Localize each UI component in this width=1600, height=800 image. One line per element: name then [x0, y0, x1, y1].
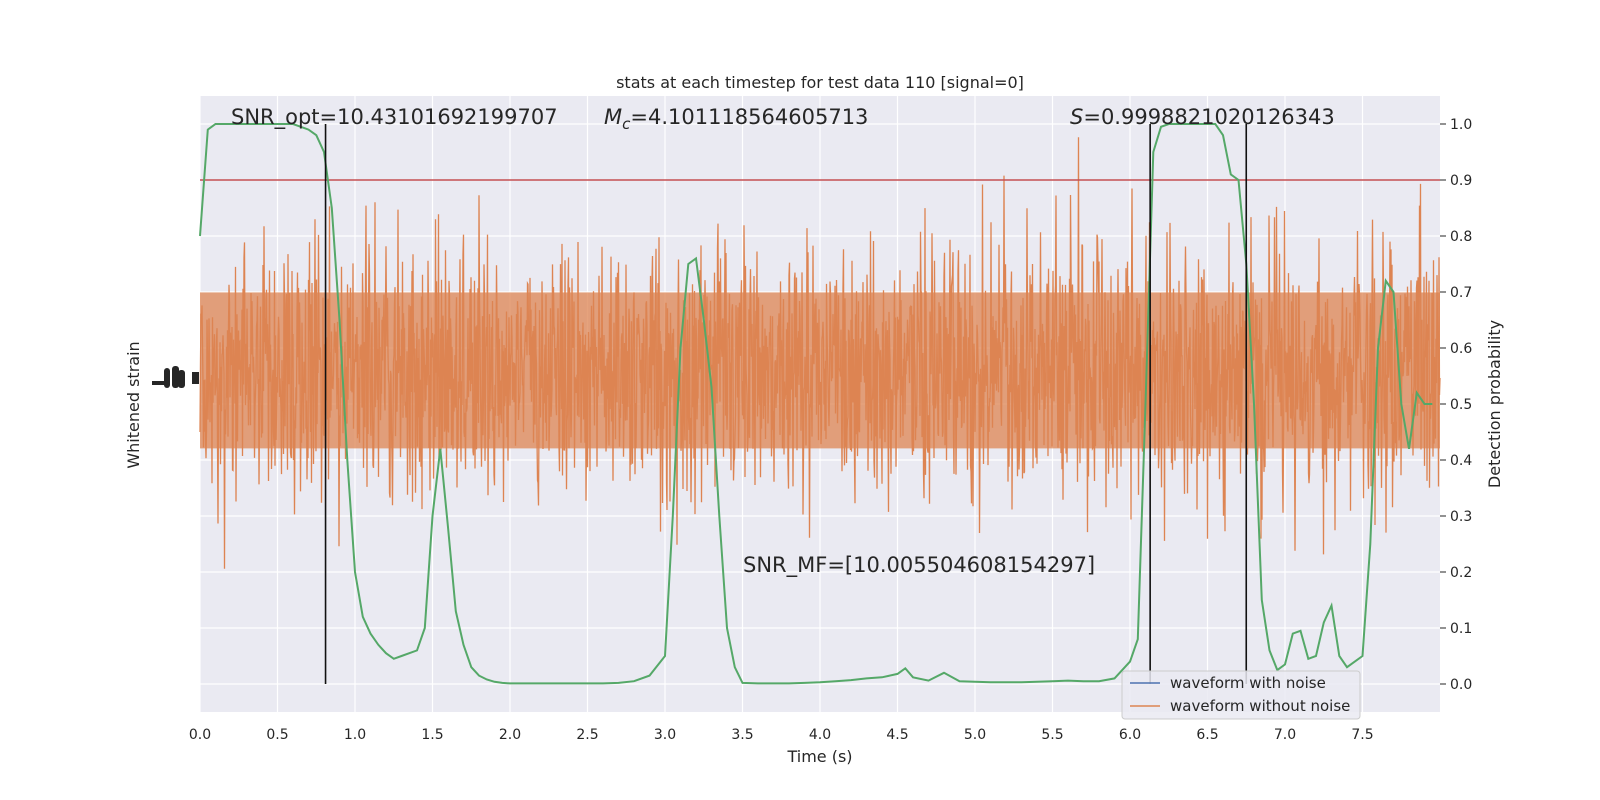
- annotation-chirp-mass: Mc=4.101118564605713: [604, 105, 868, 133]
- y-right-tick-label-9: 0.9: [1450, 173, 1472, 189]
- y-right-tick-label-5: 0.5: [1450, 397, 1472, 413]
- x-tick-label-8: 4.0: [809, 727, 831, 743]
- annotation-mc-subscript: c: [622, 115, 631, 133]
- x-tick-label-6: 3.0: [654, 727, 676, 743]
- legend: waveform with noise waveform without noi…: [1121, 670, 1361, 720]
- detection-probability-line: [199, 123, 1433, 685]
- y-right-tick-label-7: 0.7: [1450, 285, 1472, 301]
- x-tick-label-14: 7.0: [1274, 727, 1296, 743]
- detection-probability-series: [199, 123, 1433, 685]
- y-right-tick-label-1: 0.1: [1450, 621, 1472, 637]
- y-right-tick-labels: 0.0 0.1 0.2 0.3 0.4 0.5 0.6 0.7 0.8 0.9 1.0: [1440, 117, 1472, 693]
- x-tick-label-5: 2.5: [576, 727, 598, 743]
- left-axis-residue: [152, 366, 199, 388]
- left-tick-residue-3: [172, 366, 179, 388]
- y-axis-label-right: Detection probability: [1485, 320, 1504, 488]
- y-axis-label-left: Whitened strain: [124, 341, 143, 468]
- left-tick-residue-4: [178, 370, 185, 388]
- vertical-markers: [324, 124, 1248, 684]
- x-tick-label-7: 3.5: [731, 727, 753, 743]
- x-tick-label-11: 5.5: [1041, 727, 1063, 743]
- strain-line-without-noise: [199, 137, 1441, 569]
- annotation-mc-value: =4.101118564605713: [630, 105, 868, 129]
- legend-frame: [1121, 670, 1361, 720]
- y-right-tick-label-2: 0.2: [1450, 565, 1472, 581]
- y-right-tick-label-3: 0.3: [1450, 509, 1472, 525]
- legend-label-waveform-without-noise: waveform without noise: [1170, 697, 1350, 715]
- x-tick-label-13: 6.5: [1196, 727, 1218, 743]
- annotation-s: S=0.9998821020126343: [1070, 105, 1335, 129]
- x-axis-label: Time (s): [786, 747, 852, 766]
- x-tick-label-4: 2.0: [499, 727, 521, 743]
- left-tick-residue-1: [152, 381, 166, 385]
- x-tick-label-10: 5.0: [964, 727, 986, 743]
- y-right-tick-label-4: 0.4: [1450, 453, 1472, 469]
- annotation-s-value: =0.9998821020126343: [1083, 105, 1334, 129]
- y-right-tick-label-6: 0.6: [1450, 341, 1472, 357]
- y-right-tick-label-8: 0.8: [1450, 229, 1472, 245]
- x-tick-label-9: 4.5: [886, 727, 908, 743]
- annotation-snr-opt: SNR_opt=10.43101692199707: [231, 105, 558, 130]
- left-tick-residue-5: [192, 372, 199, 384]
- annotation-s-symbol: S: [1070, 105, 1083, 129]
- legend-label-waveform-with-noise: waveform with noise: [1170, 674, 1326, 692]
- annotation-mc-symbol: M: [604, 105, 622, 129]
- x-tick-label-3: 1.5: [421, 727, 443, 743]
- y-right-tick-label-10: 1.0: [1450, 117, 1472, 133]
- x-tick-label-2: 1.0: [344, 727, 366, 743]
- x-tick-label-0: 0.0: [189, 727, 211, 743]
- x-tick-label-12: 6.0: [1119, 727, 1141, 743]
- y-right-tick-label-0: 0.0: [1450, 677, 1472, 693]
- strain-series: [199, 137, 1441, 569]
- x-tick-label-1: 0.5: [266, 727, 288, 743]
- annotation-snr-mf: SNR_MF=[10.005504608154297]: [743, 553, 1095, 578]
- x-tick-labels: 0.0 0.5 1.0 1.5 2.0 2.5 3.0 3.5 4.0 4.5 5.0 5.5 6.0 6…: [189, 727, 1374, 743]
- x-tick-label-15: 7.5: [1351, 727, 1373, 743]
- left-tick-residue-2: [164, 368, 170, 388]
- chart-title: stats at each timestep for test data 110…: [616, 73, 1024, 92]
